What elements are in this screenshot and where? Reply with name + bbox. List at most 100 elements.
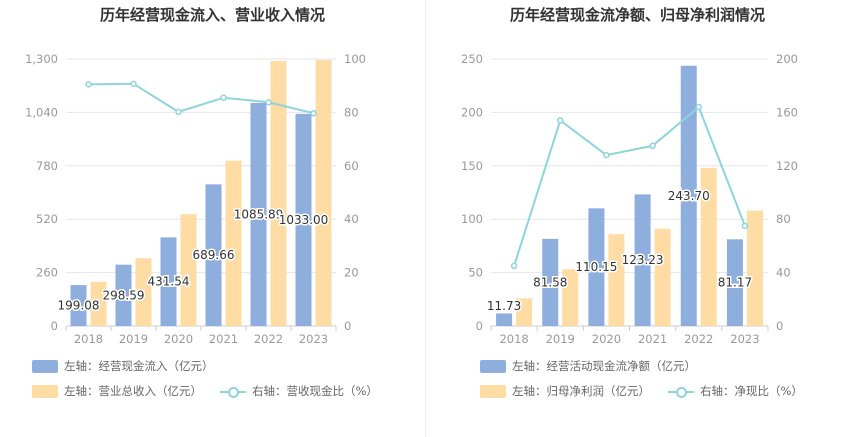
bar-series1 bbox=[70, 285, 87, 326]
legend-swatch-blue bbox=[32, 359, 58, 373]
bar-series2 bbox=[562, 269, 579, 326]
legend-swatch-blue bbox=[480, 359, 506, 373]
data-label: 1085.89 bbox=[234, 207, 284, 221]
line-point bbox=[741, 222, 749, 230]
legend-label: 左轴：经营现金流入（亿元） bbox=[64, 359, 214, 373]
y-right-tick-label: 200 bbox=[776, 52, 798, 66]
chart-right: 0 50 100 150 200 250 0 40 80 120 160 200 2018 2019 202… bbox=[461, 52, 798, 346]
chart-panel-left: 历年经营现金流入、营业收入情况 0 260 520 780 1,040 1,300 0 20 4… bbox=[25, 6, 378, 399]
data-label: 11.73 bbox=[487, 299, 521, 313]
y-left-tick-label: 100 bbox=[461, 212, 483, 226]
legend-label: 左轴：经营活动现金流净额（亿元） bbox=[512, 359, 696, 373]
y-right-tick-label: 40 bbox=[344, 212, 359, 226]
legend-item-cash-inflow[interactable]: 左轴：经营现金流入（亿元） bbox=[32, 358, 214, 374]
bar-series2 bbox=[90, 281, 107, 326]
data-label: 123.23 bbox=[622, 253, 664, 267]
y-right-tick-label: 60 bbox=[344, 159, 359, 173]
x-tick-label: 2021 bbox=[638, 332, 667, 346]
y-right-tick-label: 0 bbox=[344, 319, 351, 333]
x-tick-label: 2021 bbox=[209, 332, 238, 346]
legend-item-ratio[interactable]: 右轴：营收现金比（%） bbox=[220, 383, 378, 399]
bar-series2 bbox=[270, 61, 287, 327]
y-right-tick-label: 20 bbox=[344, 266, 359, 280]
line-point bbox=[265, 99, 272, 106]
chart-panel-right: 历年经营现金流净额、归母净利润情况 0 50 100 150 200 250 0 40 80 12… bbox=[425, 0, 850, 437]
data-label: 1033.00 bbox=[279, 213, 329, 227]
bar-series1 bbox=[205, 184, 222, 326]
x-tick-label: 2023 bbox=[299, 332, 328, 346]
y-left-tick-label: 0 bbox=[51, 319, 58, 333]
legend-item-net-cash-ratio[interactable]: 右轴：净现比（%） bbox=[668, 383, 803, 399]
y-right-tick-label: 120 bbox=[776, 159, 798, 173]
y-left-tick-label: 1,040 bbox=[25, 105, 58, 119]
line-point bbox=[130, 80, 137, 88]
bar-series1 bbox=[726, 239, 743, 326]
x-tick-label: 2022 bbox=[684, 332, 713, 346]
y-right-tick-label: 80 bbox=[344, 105, 359, 119]
chart-title-left: 历年经营现金流入、营业收入情况 bbox=[99, 6, 325, 24]
x-tick-label: 2018 bbox=[499, 332, 528, 346]
data-label: 81.17 bbox=[718, 276, 752, 290]
bar-series2 bbox=[135, 258, 152, 326]
bar-series2 bbox=[315, 60, 332, 327]
y-left-tick-label: 260 bbox=[36, 266, 58, 280]
bar-series2 bbox=[516, 298, 533, 326]
line-point bbox=[603, 151, 610, 159]
y-left-tick-label: 150 bbox=[461, 159, 483, 173]
x-tick-label: 2018 bbox=[74, 332, 103, 346]
bar-series2 bbox=[608, 234, 625, 326]
x-tick-label: 2023 bbox=[730, 332, 759, 346]
x-tick-label: 2020 bbox=[164, 332, 193, 346]
y-right-tick-label: 40 bbox=[776, 266, 791, 280]
y-right-tick-label: 0 bbox=[776, 319, 783, 333]
legend-label: 左轴：归母净利润（亿元） bbox=[512, 384, 650, 398]
data-label: 110.15 bbox=[575, 260, 617, 274]
x-tick-label: 2019 bbox=[119, 332, 148, 346]
legend-label: 右轴：净现比（%） bbox=[700, 384, 803, 398]
line-point bbox=[695, 103, 702, 111]
line-point bbox=[85, 81, 92, 88]
legend-line-marker-icon bbox=[220, 385, 246, 398]
data-label: 689.66 bbox=[193, 248, 235, 262]
legend-label: 右轴：营收现金比（%） bbox=[252, 384, 378, 398]
bar-series1 bbox=[160, 237, 177, 326]
y-left-tick-label: 520 bbox=[36, 212, 58, 226]
y-left-tick-label: 200 bbox=[461, 105, 483, 119]
bar-series1 bbox=[115, 264, 132, 326]
data-label: 81.58 bbox=[533, 275, 567, 289]
legend-label: 左轴：营业总收入（亿元） bbox=[64, 384, 202, 398]
line-point bbox=[175, 108, 182, 116]
x-tick-label: 2020 bbox=[592, 332, 621, 346]
line-point bbox=[220, 94, 227, 101]
y-right-tick-label: 80 bbox=[776, 212, 791, 226]
y-left-tick-label: 0 bbox=[476, 319, 483, 333]
chart-left: 0 260 520 780 1,040 1,300 0 20 40 60 80 100 2018 2019… bbox=[25, 52, 366, 346]
data-label: 243.70 bbox=[668, 189, 710, 203]
line-point bbox=[310, 109, 317, 117]
y-right-tick-label: 160 bbox=[776, 105, 798, 119]
line-point bbox=[649, 142, 656, 150]
bar-series2 bbox=[180, 214, 197, 326]
line-series bbox=[88, 82, 314, 115]
x-tick-label: 2022 bbox=[254, 332, 283, 346]
bar-series1 bbox=[542, 238, 559, 326]
legend-item-net-profit[interactable]: 左轴：归母净利润（亿元） bbox=[480, 383, 650, 399]
bar-series1 bbox=[250, 102, 267, 326]
bar-series1 bbox=[295, 113, 312, 326]
legend-item-net-cashflow[interactable]: 左轴：经营活动现金流净额（亿元） bbox=[480, 358, 696, 374]
chart-title-right: 历年经营现金流净额、归母净利润情况 bbox=[509, 6, 765, 24]
bar-series2 bbox=[746, 210, 763, 326]
y-left-tick-label: 780 bbox=[36, 159, 58, 173]
y-left-tick-label: 250 bbox=[461, 52, 483, 66]
y-right-tick-label: 100 bbox=[344, 52, 366, 66]
legend-line-marker-icon bbox=[668, 385, 694, 398]
data-label: 298.59 bbox=[103, 288, 145, 302]
bar-series2 bbox=[654, 228, 671, 326]
data-label: 431.54 bbox=[148, 275, 190, 289]
y-left-tick-label: 50 bbox=[468, 266, 483, 280]
bar-series1 bbox=[680, 65, 697, 327]
legend-swatch-orange bbox=[32, 384, 58, 398]
line-series bbox=[513, 105, 746, 267]
legend-item-revenue[interactable]: 左轴：营业总收入（亿元） bbox=[32, 383, 202, 399]
legend-swatch-orange bbox=[480, 384, 506, 398]
